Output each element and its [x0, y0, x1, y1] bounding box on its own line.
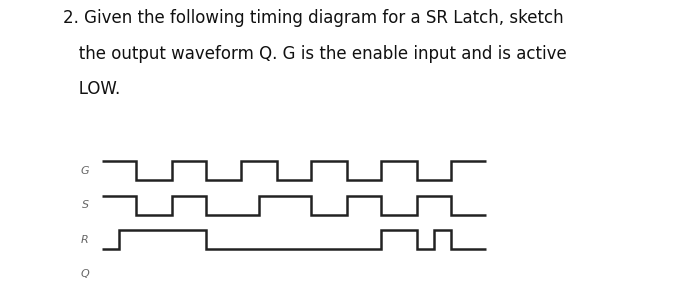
Text: Q: Q	[80, 269, 89, 279]
Text: the output waveform Q. G is the enable input and is active: the output waveform Q. G is the enable i…	[63, 45, 567, 63]
Text: 2. Given the following timing diagram for a SR Latch, sketch: 2. Given the following timing diagram fo…	[63, 9, 564, 27]
Text: S: S	[82, 200, 89, 210]
Text: G: G	[80, 166, 89, 176]
Text: R: R	[81, 235, 89, 245]
Text: LOW.: LOW.	[63, 80, 120, 98]
